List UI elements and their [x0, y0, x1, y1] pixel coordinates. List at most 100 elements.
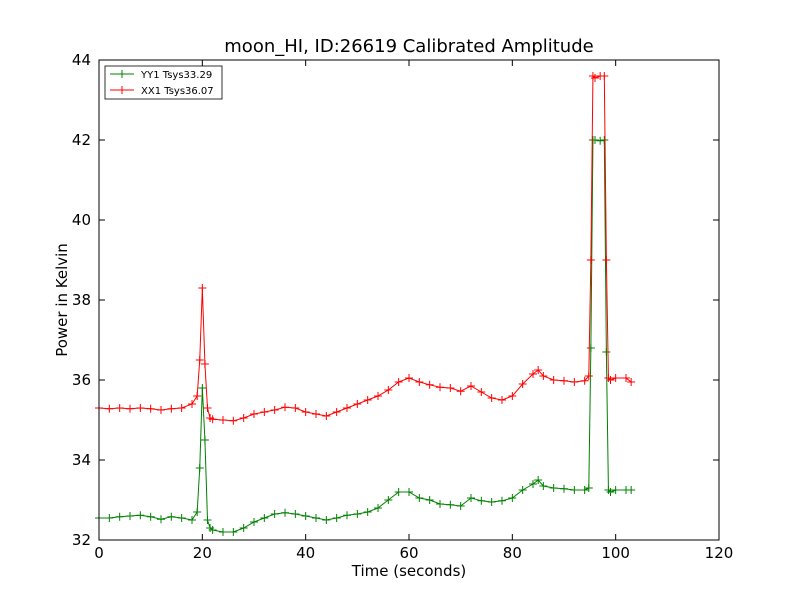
- data-point: [157, 515, 165, 524]
- y-tick-label: 34: [72, 451, 91, 469]
- data-point: [198, 284, 207, 292]
- x-tick-label: 100: [601, 544, 630, 562]
- data-point: [203, 404, 212, 412]
- data-point: [188, 516, 196, 524]
- data-point: [136, 511, 145, 520]
- data-point: [374, 392, 382, 400]
- data-point: [606, 488, 615, 496]
- data-point: [487, 498, 496, 506]
- data-point: [363, 508, 372, 516]
- data-point: [136, 404, 145, 412]
- data-point: [518, 380, 527, 388]
- y-axis-label: Power in Kelvin: [53, 243, 71, 357]
- data-point: [126, 512, 134, 520]
- data-point: [498, 396, 506, 404]
- data-point: [415, 494, 424, 502]
- data-point: [260, 514, 269, 522]
- data-point: [529, 370, 537, 378]
- data-point: [312, 514, 320, 522]
- data-point: [534, 476, 543, 484]
- data-point: [193, 508, 202, 516]
- data-point: [586, 256, 595, 264]
- data-point: [203, 516, 212, 524]
- data-point: [596, 136, 605, 145]
- data-point: [281, 508, 289, 517]
- data-point: [239, 414, 248, 422]
- x-axis-label: Time (seconds): [351, 562, 467, 580]
- data-point: [229, 416, 238, 425]
- data-point: [508, 392, 517, 400]
- data-point: [549, 484, 558, 492]
- data-point: [477, 388, 486, 396]
- data-point: [394, 378, 403, 386]
- data-point: [384, 496, 393, 504]
- data-point: [529, 480, 537, 488]
- data-point: [260, 408, 269, 416]
- data-point: [146, 404, 155, 413]
- x-tick-label: 20: [193, 544, 212, 562]
- data-point: [250, 518, 258, 526]
- data-point: [126, 404, 134, 413]
- data-point: [343, 511, 351, 520]
- data-point: [291, 510, 300, 518]
- data-point: [456, 387, 465, 396]
- data-point: [518, 486, 527, 494]
- data-point: [291, 404, 300, 412]
- data-point: [198, 384, 207, 392]
- data-point: [602, 348, 611, 356]
- data-point: [229, 528, 238, 536]
- data-point: [312, 410, 320, 418]
- series-layer: [95, 72, 636, 536]
- data-point: [549, 376, 558, 384]
- data-point: [105, 514, 114, 522]
- data-point: [270, 406, 279, 414]
- data-point: [600, 136, 609, 144]
- data-point: [301, 512, 310, 520]
- y-tick-label: 40: [72, 211, 91, 229]
- data-point: [584, 484, 593, 492]
- data-point: [115, 404, 124, 412]
- chart-title: moon_HI, ID:26619 Calibrated Amplitude: [224, 36, 593, 57]
- data-point: [446, 500, 455, 509]
- x-tick-label: 40: [296, 544, 315, 562]
- data-point: [115, 512, 124, 521]
- data-point: [604, 486, 613, 494]
- data-point: [487, 394, 496, 402]
- ticks-layer: 0 20 40 60 80 100 120 32 34 36 38 40 42 44: [72, 51, 733, 562]
- data-point: [436, 383, 444, 392]
- data-point: [477, 496, 486, 505]
- y-tick-label: 32: [72, 531, 91, 549]
- x-tick-label: 120: [705, 544, 734, 562]
- legend-marker: [118, 70, 126, 78]
- series-line: [99, 139, 632, 533]
- data-point: [405, 488, 413, 496]
- data-point: [384, 386, 393, 394]
- data-point: [588, 72, 597, 80]
- data-point: [560, 376, 568, 385]
- y-tick-label: 42: [72, 131, 91, 149]
- data-point: [363, 396, 372, 404]
- data-point: [498, 496, 506, 505]
- data-point: [580, 486, 589, 494]
- series-line: [98, 74, 632, 422]
- data-point: [374, 504, 382, 512]
- x-tick-label: 0: [94, 544, 104, 562]
- data-point: [600, 72, 609, 80]
- data-point: [301, 408, 310, 416]
- data-point: [586, 344, 595, 352]
- data-point: [188, 400, 196, 408]
- data-point: [177, 404, 186, 412]
- data-point: [270, 510, 279, 518]
- data-point: [105, 404, 114, 413]
- data-point: [200, 436, 209, 444]
- data-point: [146, 512, 155, 521]
- x-tick-label: 60: [399, 544, 418, 562]
- data-point: [425, 380, 434, 389]
- data-point: [219, 416, 227, 424]
- y-tick-label: 44: [72, 51, 91, 69]
- data-point: [446, 384, 455, 392]
- data-point: [195, 356, 204, 364]
- data-point: [539, 372, 548, 380]
- legend-label: XX1 Tsys36.07: [141, 86, 214, 97]
